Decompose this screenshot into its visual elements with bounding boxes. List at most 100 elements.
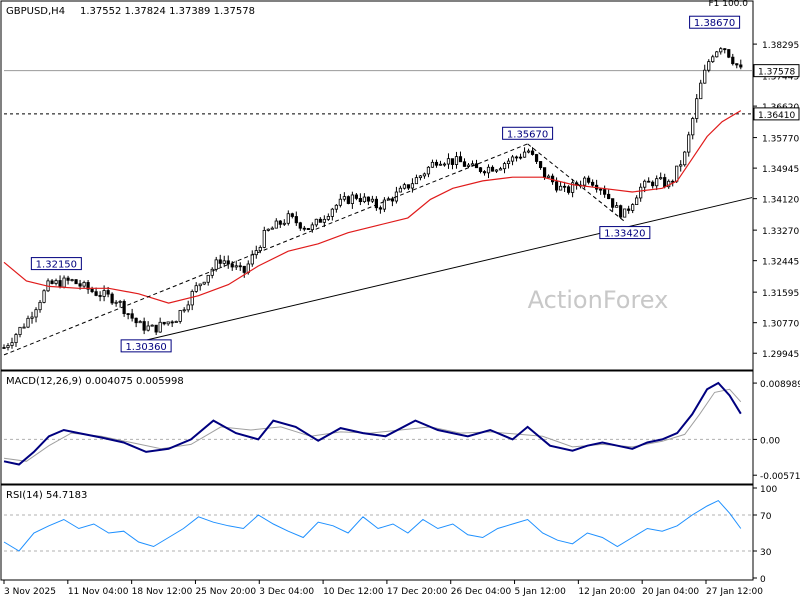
candle-body <box>74 279 78 285</box>
candle-body <box>587 177 591 183</box>
candle-body <box>162 321 166 325</box>
candle-body <box>506 160 511 165</box>
macd-y-tick-label: 0.00 <box>760 436 780 446</box>
candle-body <box>174 321 178 323</box>
candle-body <box>418 175 423 179</box>
candle-body <box>366 196 370 202</box>
rising-trendline <box>146 197 753 341</box>
candle-body <box>346 196 350 204</box>
candle-body <box>374 198 378 209</box>
candle-body <box>707 61 711 71</box>
macd-title: MACD(12,26,9) 0.004075 0.005998 <box>6 376 184 387</box>
price-plot: 1.32150 1.30360 1.35670 1.33420 1.38670 <box>2 15 753 356</box>
candle-body <box>230 263 234 268</box>
candle-body <box>430 161 435 168</box>
candle-body <box>402 184 407 189</box>
candle-body <box>198 283 202 287</box>
macd-y-tick-label: -0.005715 <box>760 472 800 482</box>
candle-body <box>286 213 290 224</box>
candle-body <box>318 218 322 223</box>
x-tick-label: 11 Nov 04:00 <box>68 587 129 597</box>
rsi-y-tick-label: 70 <box>760 512 772 522</box>
candle-body <box>699 82 703 100</box>
candle-body <box>655 178 659 187</box>
candle-body <box>494 169 499 172</box>
candle-body <box>599 188 603 191</box>
price-y-tick-label: 1.37445 <box>762 73 799 83</box>
candle-body <box>474 163 479 169</box>
candle-body <box>258 247 262 252</box>
candle-body <box>526 150 531 153</box>
candle-body <box>38 301 42 311</box>
candle-body <box>562 185 567 188</box>
candle-body <box>70 279 74 282</box>
candle-body <box>350 194 354 204</box>
candle-body <box>34 309 38 318</box>
candle-body <box>530 150 535 155</box>
price-y-tick-label: 1.34945 <box>762 165 799 175</box>
candle-body <box>82 282 86 287</box>
candle-body <box>18 326 22 335</box>
sma-line <box>3 110 742 304</box>
candle-body <box>731 56 735 65</box>
candle-body <box>414 177 419 185</box>
price-label: 1.35670 <box>507 129 548 140</box>
macd-plot <box>3 381 752 466</box>
x-tick-label: 5 Jan 12:00 <box>515 587 567 597</box>
candle-body <box>302 227 306 230</box>
candle-body <box>510 156 515 162</box>
candle-body <box>242 265 246 273</box>
candle-body <box>583 177 587 186</box>
candle-body <box>715 51 719 58</box>
candle-body <box>274 220 278 229</box>
candle-body <box>727 49 731 58</box>
candle-body <box>571 182 575 193</box>
candle-body <box>442 163 447 166</box>
candle-body <box>671 180 675 183</box>
candle-body <box>663 177 667 188</box>
candle-body <box>410 183 415 189</box>
candle-body <box>290 213 294 217</box>
price-y-tick-label: 1.30770 <box>762 320 799 330</box>
price-label-box <box>30 257 82 271</box>
rsi-y-tick-label: 30 <box>760 548 772 558</box>
candle-body <box>454 156 459 165</box>
candle-body <box>514 156 519 159</box>
candle-body <box>326 216 330 220</box>
candle-body <box>639 186 643 199</box>
candle-body <box>206 274 210 283</box>
candle-body <box>378 207 382 210</box>
price-y-tick-label: 1.38295 <box>762 41 799 51</box>
dashed-channel-line <box>3 143 528 356</box>
candle-body <box>90 288 94 293</box>
level-tag-label: 1.36410 <box>758 111 795 121</box>
candle-body <box>462 161 467 167</box>
candle-body <box>615 205 619 208</box>
candle-body <box>466 164 471 167</box>
candle-body <box>78 283 82 287</box>
candle-body <box>695 98 699 119</box>
symbol-label: GBPUSD,H4 <box>6 6 65 17</box>
candle-body <box>382 199 387 210</box>
price-y-tick-label: 1.33270 <box>762 227 799 237</box>
candle-body <box>542 167 547 178</box>
candle-body <box>202 281 206 285</box>
candle-body <box>342 196 346 200</box>
candle-body <box>358 198 362 203</box>
candle-body <box>390 198 395 202</box>
candle-body <box>502 163 507 170</box>
candle-body <box>210 268 214 276</box>
candle-body <box>719 48 723 53</box>
candle-body <box>58 280 62 288</box>
candle-body <box>490 166 495 172</box>
candle-body <box>226 260 230 265</box>
level-tag <box>753 107 800 121</box>
candle-body <box>406 184 411 189</box>
rsi-title: RSI(14) 54.7183 <box>6 490 87 501</box>
candle-body <box>154 324 158 333</box>
price-panel-frame <box>0 0 754 371</box>
candle-body <box>434 161 439 166</box>
ohlc-values: 1.37552 1.37824 1.37389 1.37578 <box>80 6 255 17</box>
candle-body <box>114 301 118 304</box>
